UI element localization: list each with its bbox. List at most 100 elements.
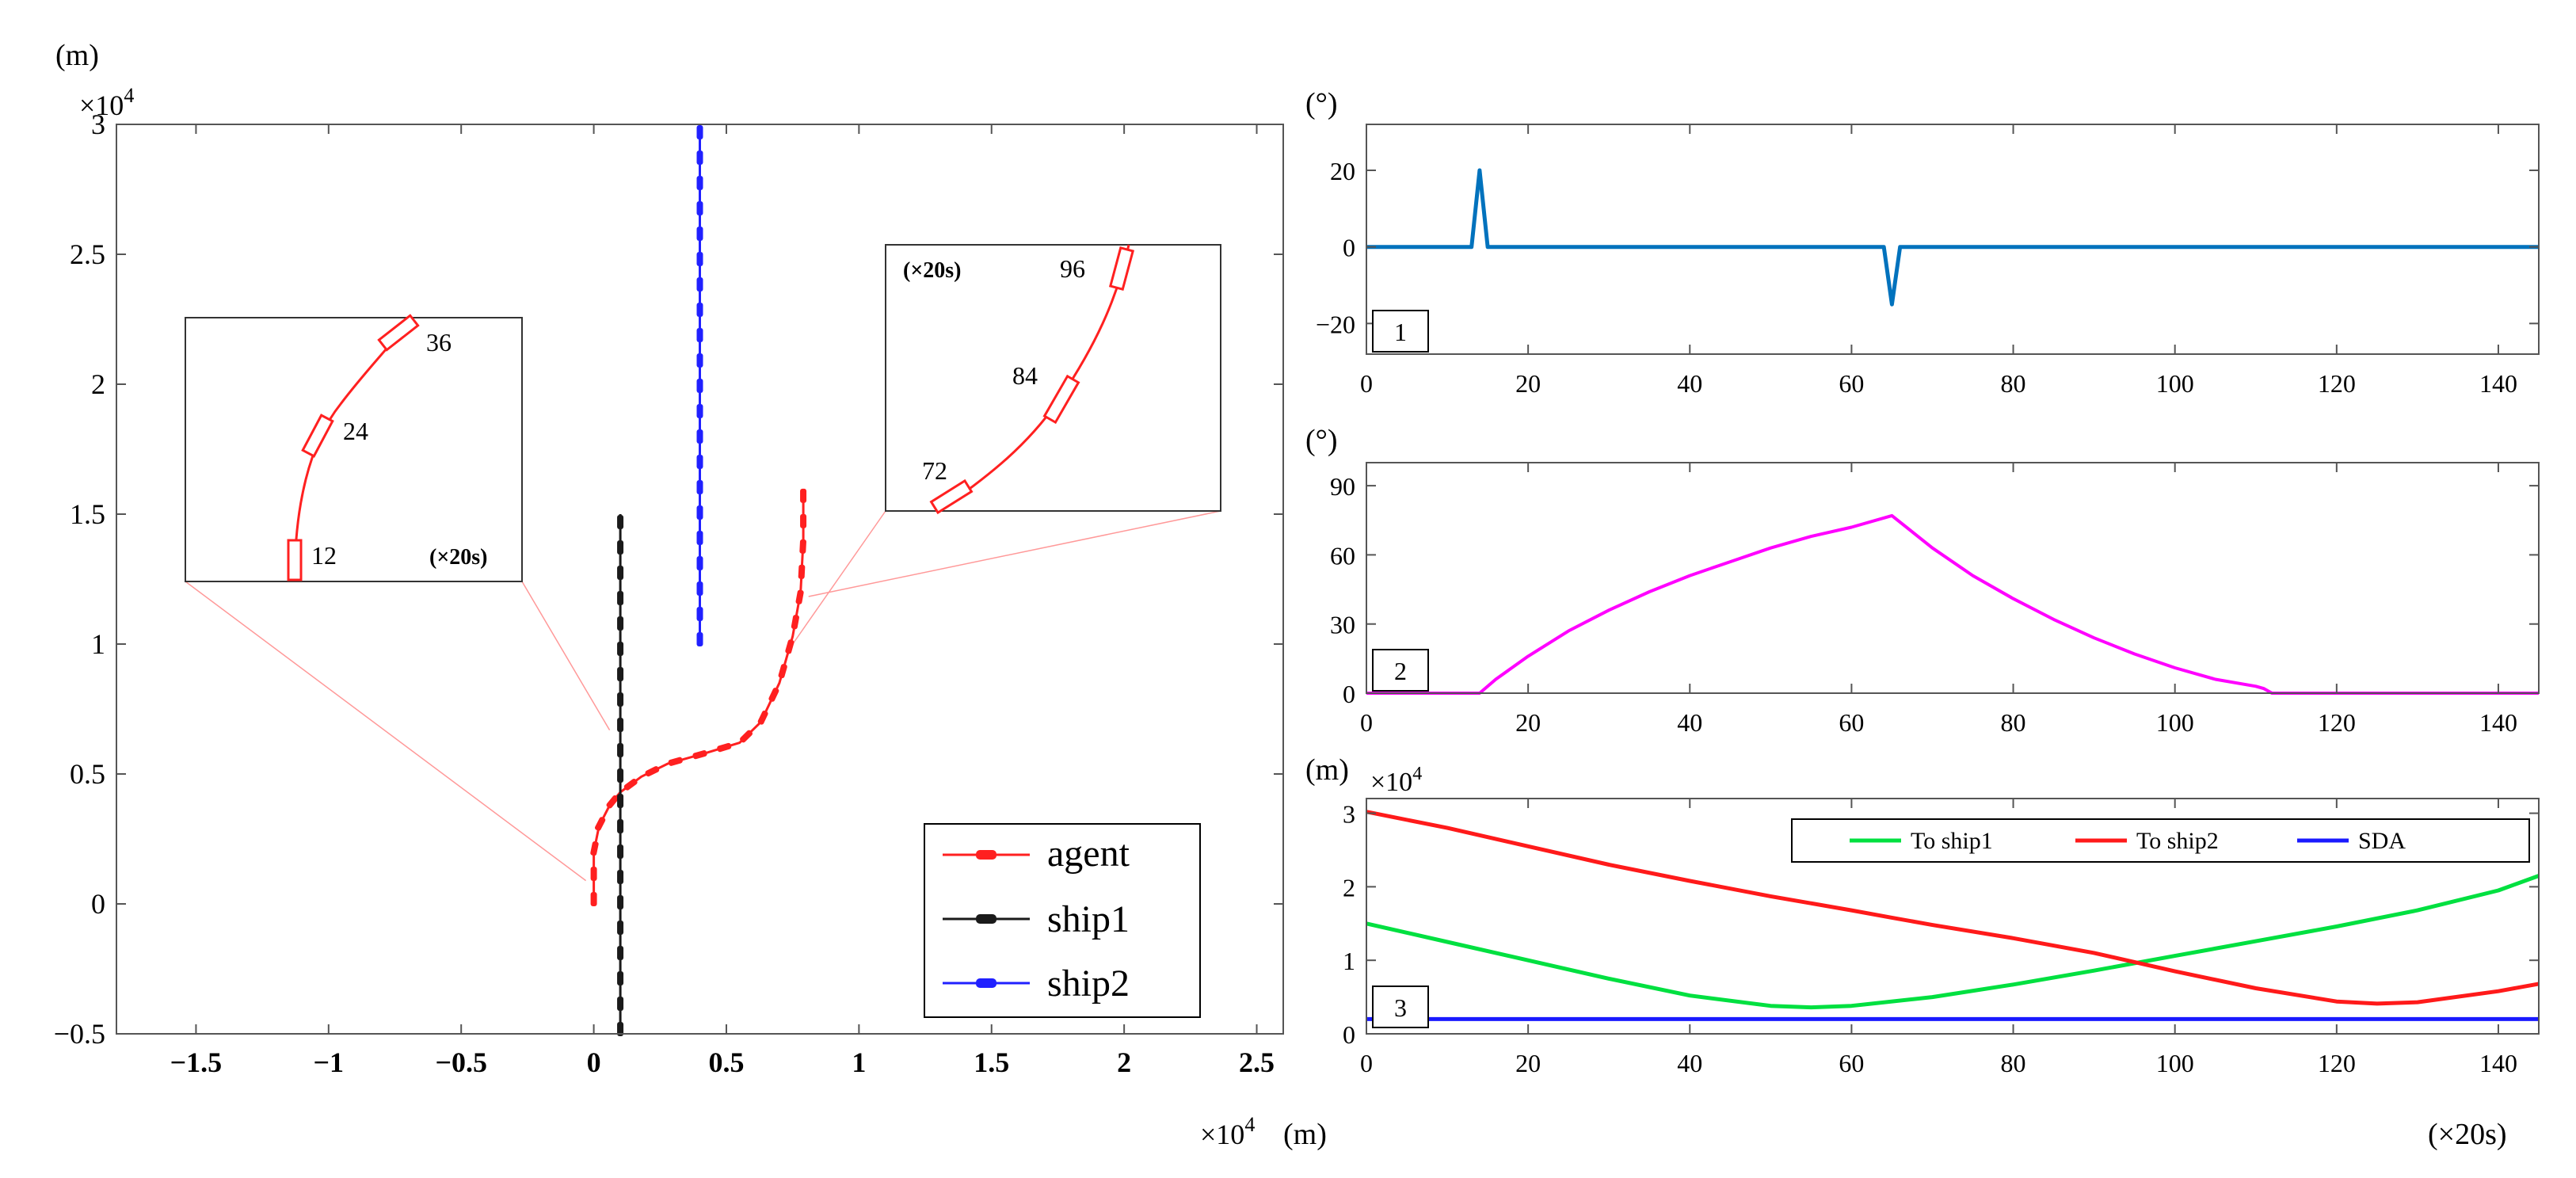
inset-right-ship-96 [1108,246,1135,292]
ship1-marker [617,997,624,1011]
p2-x-tick-label: 140 [2479,708,2517,737]
traj-y-tick-label: 0 [91,888,105,920]
ship2-marker [696,328,703,342]
ship1-marker [617,616,624,631]
inset-right-time-label: (×20s) [903,258,962,283]
ship2-marker [696,531,703,545]
p2-x-tick-label: 80 [2001,708,2026,737]
panel3-legend-box [1791,818,2530,863]
p2-x-tick-label: 100 [2156,708,2194,737]
p3-y-tick-label: 0 [1343,1020,1355,1049]
p3-x-tick-label: 80 [2001,1049,2026,1077]
ship1-marker [617,921,624,935]
inset-right: 72 84 96 (×20s) [885,244,1221,515]
agent-marker [791,615,799,630]
p2-x-tick-label: 60 [1839,708,1864,737]
traj-y-tick-label: 3 [91,109,105,140]
agent-marker [590,867,597,881]
panel1-number-box [1372,310,1429,353]
agent-marker [590,841,599,856]
panel3-y-exponent: ×104 [1370,764,1422,797]
agent-marker [785,639,795,654]
ship2-marker [696,379,703,393]
ship1-marker [617,515,624,529]
ship1-marker [617,768,624,783]
traj-x-tick-label: 0 [587,1046,601,1078]
p1-x-tick-label: 100 [2156,369,2194,398]
p2-x-tick-label: 40 [1677,708,1702,737]
trajectory-y-exponent: ×104 [79,84,134,121]
panel3-x-unit: (×20s) [2428,1118,2507,1151]
agent-marker [606,795,619,809]
p3-x-tick-label: 0 [1360,1049,1373,1077]
ship2-marker [696,125,703,139]
p1-y-tick-label: −20 [1316,310,1355,338]
ship1-marker [617,844,624,859]
panel3-number: 3 [1394,993,1407,1022]
ship2-marker [696,455,703,469]
ship2-marker [696,607,703,621]
inset-left-ship-12 [287,539,303,581]
panel3-to-ship2-line [1366,810,2540,1006]
panel2-course-line [1366,513,2539,695]
inset-connector-line [808,510,1221,597]
p2-x-tick-label: 0 [1360,708,1373,737]
ship2-marker [696,480,703,494]
p1-x-tick-label: 60 [1839,369,1864,398]
inset-right-label-84: 84 [1012,361,1038,390]
trajectory-series [590,124,807,1036]
panel3-number-box [1372,985,1429,1028]
ship2-marker [696,581,703,596]
ship1-marker [617,895,624,909]
p1-x-tick-label: 0 [1360,369,1373,398]
legend-sda-label: SDA [2358,828,2406,854]
inset-left-label-36: 36 [426,328,452,356]
traj-y-tick-label: −0.5 [54,1018,105,1050]
p2-y-tick-label: 30 [1330,611,1355,639]
traj-y-tick-label: 2 [91,368,105,400]
trajectory-plot-frame [116,124,1284,1035]
ship1-marker [617,819,624,833]
ship2-marker [696,201,703,215]
p2-y-tick-label: 60 [1330,541,1355,570]
ship2-marker [696,556,703,570]
ship2-marker [696,429,703,444]
inset-right-ship-84 [1042,374,1080,425]
traj-y-tick-label: 1.5 [70,498,105,530]
agent-marker [590,892,597,906]
p2-x-tick-label: 20 [1515,708,1541,737]
p3-y-tick-label: 3 [1343,800,1355,829]
traj-x-tick-label: 1 [852,1046,866,1078]
legend-ship2-label: ship2 [1047,963,1130,1005]
p3-x-tick-label: 120 [2318,1049,2356,1077]
traj-x-tick-label: −1.5 [170,1046,223,1078]
ship1-marker [617,971,624,985]
ship2-marker [696,632,703,646]
p2-x-tick-label: 120 [2318,708,2356,737]
trajectory-y-unit: (m) [55,39,99,72]
agent-marker [668,757,683,766]
inset-connector-line [792,510,886,645]
ship1-marker [617,667,624,681]
ship1-marker [617,540,624,555]
panel2-number-box [1372,649,1429,692]
ship2-marker [696,303,703,317]
p1-x-tick-label: 80 [2001,369,2026,398]
ship2-marker [696,227,703,241]
inset-connector-line [185,581,587,882]
p3-y-tick-label: 2 [1343,873,1355,902]
agent-marker [800,513,807,528]
ship2-marker [696,404,703,418]
ship1-marker [617,642,624,656]
p3-x-tick-label: 140 [2479,1049,2517,1077]
ship2-marker [696,176,703,190]
agent-marker [594,817,606,831]
ship1-marker [617,718,624,732]
legend-ship1-marker [976,914,996,924]
traj-x-tick-label: −0.5 [435,1046,487,1078]
inset-connector-line [521,581,611,731]
agent-marker [623,778,638,791]
p1-x-tick-label: 120 [2318,369,2356,398]
